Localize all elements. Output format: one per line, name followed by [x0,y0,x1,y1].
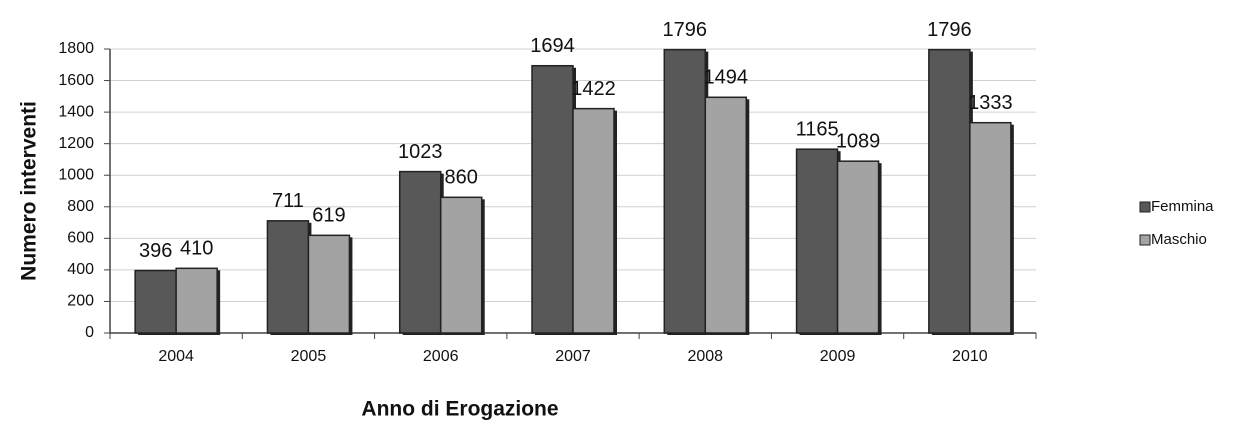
y-tick-label: 1600 [58,72,94,89]
legend-swatch [1139,201,1151,213]
legend-label: Femmina [1151,198,1214,215]
y-tick-label: 800 [67,198,94,215]
bar [836,160,880,334]
bar [969,121,1012,334]
legend-swatch [1139,234,1151,246]
bar [175,267,218,334]
value-label: 860 [445,167,478,189]
y-tick-label: 200 [67,293,94,310]
x-tick-label: 2007 [555,348,591,365]
bar [928,48,971,334]
y-tick-label: 1400 [58,103,94,120]
value-label: 711 [272,190,304,212]
x-axis-title: Anno di Erogazione [361,398,558,421]
y-tick-label: 1000 [58,166,94,183]
bar [663,48,707,334]
bar [704,96,748,334]
bar [439,196,483,334]
bar [134,269,177,334]
value-label: 1694 [530,35,575,57]
value-label: 1089 [836,130,881,152]
value-label: 396 [139,240,172,262]
value-label: 1165 [796,118,839,140]
x-tick-label: 2006 [423,348,459,365]
value-label: 1796 [927,19,972,41]
x-tick-label: 2004 [158,348,194,365]
value-label: 1023 [398,141,443,163]
bar [795,148,839,334]
bar [398,170,442,334]
y-tick-label: 1200 [58,135,94,152]
value-label: 1494 [704,67,749,89]
value-label: 1422 [571,78,616,100]
y-tick-label: 1800 [58,40,94,57]
y-tick-label: 400 [67,261,94,278]
bar [266,220,310,334]
y-tick-label: 600 [67,230,94,247]
bar [307,234,351,334]
bar [531,64,574,334]
x-tick-label: 2005 [291,348,327,365]
y-tick-label: 0 [85,324,94,341]
x-tick-label: 2008 [687,348,723,365]
y-axis-title: Numero interventi [18,101,41,281]
bar [572,107,615,334]
value-label: 1796 [663,19,708,41]
value-label: 1333 [968,92,1013,114]
x-tick-label: 2009 [820,348,856,365]
value-label: 619 [312,205,345,227]
value-label: 410 [180,238,213,260]
legend-label: Maschio [1151,231,1207,248]
x-tick-label: 2010 [952,348,988,365]
